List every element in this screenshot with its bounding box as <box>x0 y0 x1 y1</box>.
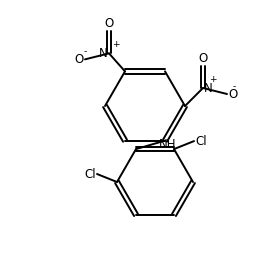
Text: O: O <box>104 17 114 30</box>
Text: -: - <box>233 82 236 91</box>
Text: N: N <box>204 82 213 94</box>
Text: O: O <box>228 87 237 101</box>
Text: Cl: Cl <box>84 167 96 181</box>
Text: O: O <box>198 52 208 65</box>
Text: N: N <box>99 47 108 60</box>
Text: Cl: Cl <box>195 135 207 148</box>
Text: -: - <box>84 47 87 56</box>
Text: NH: NH <box>159 138 176 151</box>
Text: O: O <box>75 53 84 66</box>
Text: +: + <box>209 75 217 84</box>
Text: +: + <box>112 40 119 49</box>
